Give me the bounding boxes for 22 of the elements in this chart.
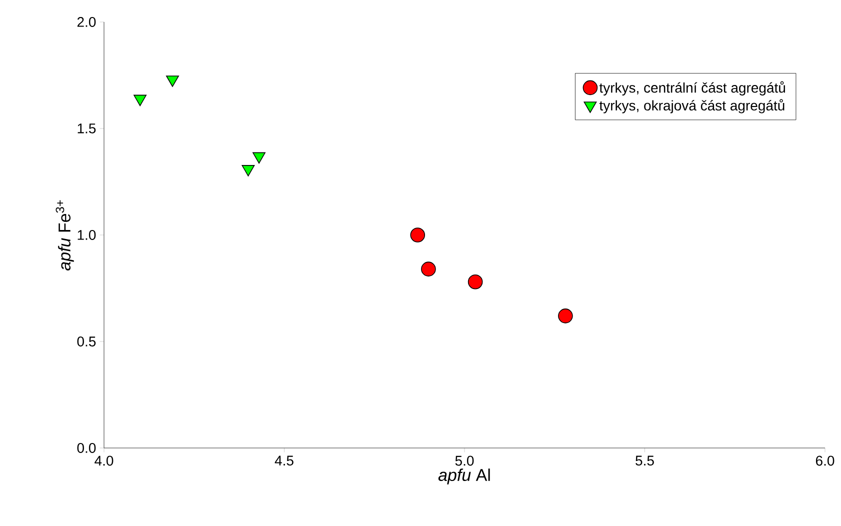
point: [166, 76, 179, 87]
point: [421, 262, 436, 276]
y-axis-title: apfu Fe$^{3+}$: [56, 200, 74, 270]
legend-label: tyrkys, centrální část agregátů: [599, 81, 786, 96]
point: [252, 152, 266, 164]
point: [242, 165, 255, 176]
y-tick-label: 1.0: [78, 230, 96, 240]
legend-label: tyrkys, okrajová část agregátů: [599, 99, 784, 114]
x-tick-label: 6.0: [816, 456, 834, 466]
point: [468, 274, 483, 290]
y-tick-label: 0.0: [77, 443, 96, 453]
point: [134, 94, 147, 106]
x-axis-title: apfu Al: [438, 468, 490, 484]
y-tick-label: 1.5: [78, 124, 96, 134]
x-tick-label: 4.5: [274, 456, 294, 466]
point: [558, 308, 573, 324]
y-tick-label: 2.0: [77, 17, 96, 27]
x-tick-label: 5.5: [636, 456, 654, 466]
y-tick-label: 0.5: [77, 336, 96, 346]
point: [410, 228, 426, 242]
x-tick-label: 4.0: [94, 456, 114, 466]
x-tick-label: 5.0: [455, 456, 474, 466]
